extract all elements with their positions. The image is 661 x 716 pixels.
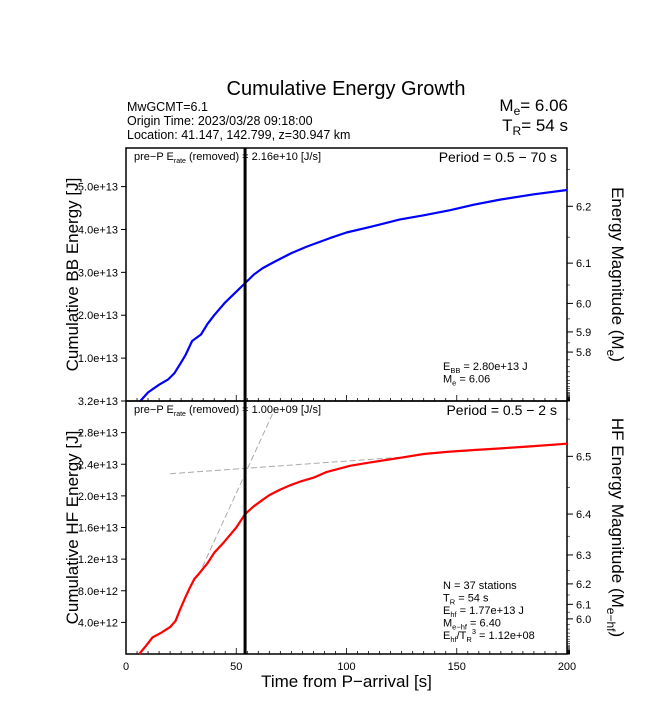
y-tick-label: 1.0e+13 xyxy=(78,353,118,365)
figure-title: Cumulative Energy Growth xyxy=(227,78,466,100)
y-tick-label: 1.6e+13 xyxy=(78,523,118,535)
y-tick-label: 4.0e+12 xyxy=(78,617,118,629)
y2-tick-label: 6.4 xyxy=(576,509,591,521)
pre-p-rate-note: pre−P Erate (removed) = 2.16e+10 [J/s] xyxy=(134,151,321,165)
y-axis-title: Cumulative BB Energy [J] xyxy=(63,178,82,372)
y-tick-label: 2.0e+13 xyxy=(78,310,118,322)
stats-line: TR = 54 s xyxy=(443,593,489,607)
y-tick-label: 3.0e+13 xyxy=(78,267,118,279)
stats-line: Me−hf = 6.40 xyxy=(443,618,501,632)
energy-curve xyxy=(138,442,568,655)
stats-line: EBB = 2.80e+13 J xyxy=(443,361,528,375)
y2-tick-label: 5.8 xyxy=(576,347,591,359)
y2-tick-label: 5.9 xyxy=(576,327,591,339)
y2-tick-label: 6.3 xyxy=(576,550,591,562)
y-tick-label: 4.0e+13 xyxy=(78,224,118,236)
y-tick-label: 1.2e+13 xyxy=(78,554,118,566)
period-label: Period = 0.5 − 70 s xyxy=(439,149,557,165)
y2-tick-label: 6.2 xyxy=(576,201,591,213)
y-tick-label: 3.2e+13 xyxy=(78,396,118,408)
x-tick-label: 150 xyxy=(448,661,466,673)
bb-energy-panel: 1.0e+13 2.0e+13 3.0e+13 4.0e+13 5.0e+13 3.2e+… xyxy=(63,147,627,408)
info-origin-time: Origin Time: 2023/03/28 09:18:00 xyxy=(127,114,313,128)
y2-axis-title: Energy Magnitude (Me) xyxy=(604,187,627,362)
me-summary: Me= 6.06 xyxy=(499,96,568,118)
stats-line: Ehf = 1.77e+13 J xyxy=(443,605,524,619)
x-tick-label: 0 xyxy=(123,661,129,673)
y-tick-label: 2.0e+13 xyxy=(78,491,118,503)
y2-axis-title: HF Energy Magnitude (Me−hf) xyxy=(604,418,627,637)
y-tick-label: 2.8e+13 xyxy=(78,428,118,440)
energy-curve xyxy=(139,188,568,402)
fit-line xyxy=(170,455,413,475)
tr-summary: TR= 54 s xyxy=(502,116,568,138)
y2-tick-label: 6.2 xyxy=(576,579,591,591)
x-tick-label: 100 xyxy=(337,661,355,673)
period-label: Period = 0.5 − 2 s xyxy=(446,402,557,418)
x-axis-title: Time from P−arrival [s] xyxy=(261,672,432,691)
stats-line: N = 37 stations xyxy=(443,580,517,592)
y2-tick-label: 6.0 xyxy=(576,298,591,310)
y2-tick-label: 6.1 xyxy=(576,599,591,611)
y2-tick-label: 6.1 xyxy=(576,258,591,270)
stats-line: Me = 6.06 xyxy=(443,374,490,388)
y-tick-label: 8.0e+12 xyxy=(78,586,118,598)
y-tick-label: 5.0e+13 xyxy=(78,182,118,194)
stats-line: Ehf/TR3 = 1.12e+08 xyxy=(443,627,535,644)
y-tick-label: 2.4e+13 xyxy=(78,459,118,471)
y2-tick-label: 6.5 xyxy=(576,451,591,463)
x-tick-label: 50 xyxy=(230,661,242,673)
y-axis-title: Cumulative HF Energy [J] xyxy=(63,431,82,625)
pre-p-rate-note: pre−P Erate (removed) = 1.00e+09 [J/s] xyxy=(134,404,321,418)
y2-tick-label: 6.0 xyxy=(576,614,591,626)
hf-energy-panel: 4.0e+12 8.0e+12 1.2e+13 1.6e+13 2.0e+13 2.4e+… xyxy=(63,400,627,691)
x-tick-label: 200 xyxy=(558,661,576,673)
info-mw: MwGCMT=6.1 xyxy=(127,100,208,114)
info-location: Location: 41.147, 142.799, z=30.947 km xyxy=(127,128,350,142)
fit-line xyxy=(198,408,276,576)
